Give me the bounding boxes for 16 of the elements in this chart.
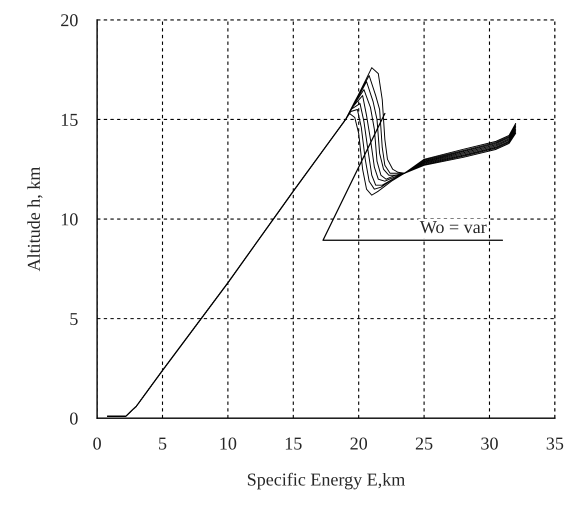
annotation: Wo = var [420,221,487,234]
y-tick-label: 5 [70,313,78,326]
x-tick-label: 10 [220,437,236,450]
x-tick-label: 0 [93,437,101,450]
y-tick-label: 0 [70,412,78,425]
x-tick-label: 5 [159,438,166,450]
y-tick-label: 20 [61,14,78,26]
x-tick-label: 35 [546,438,564,450]
x-tick-label: 20 [350,437,368,450]
x-tick-label: 25 [416,438,432,450]
y-tick-label: 15 [62,114,78,126]
y-tick-label: 10 [62,213,78,226]
x-tick-label: 30 [481,437,498,450]
y-axis-title: Altitude h, km [27,166,43,272]
x-axis-title: Specific Energy E,km [248,472,406,490]
x-tick-label: 15 [286,438,302,450]
